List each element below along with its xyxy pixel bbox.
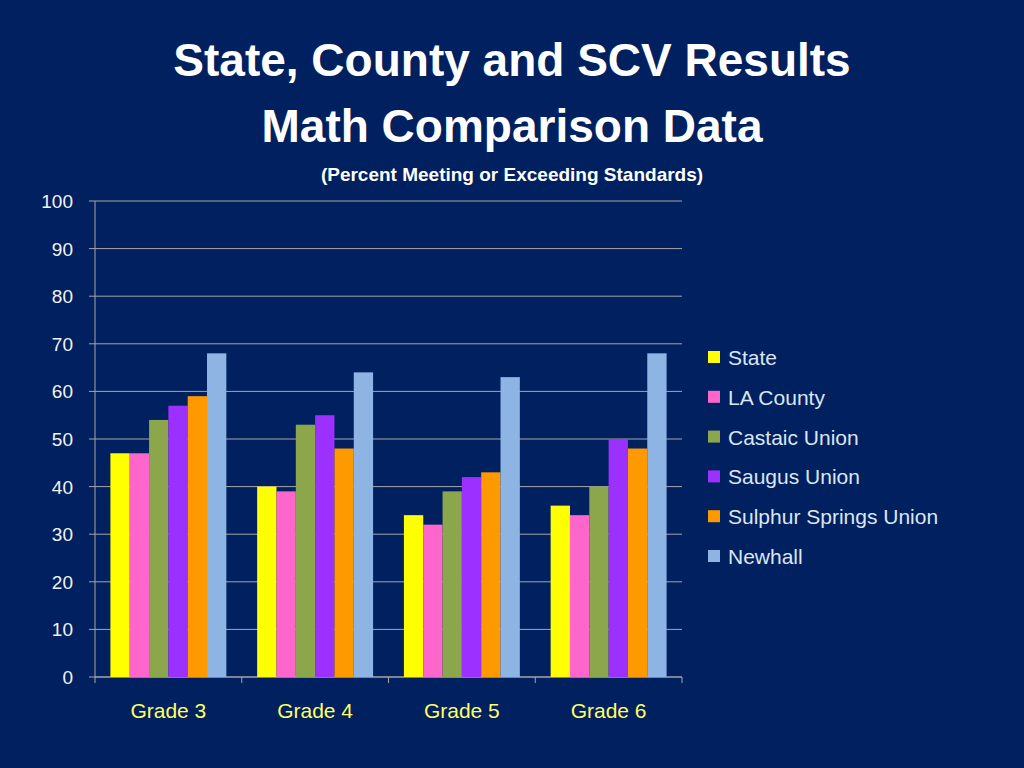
bar <box>647 353 666 677</box>
bar <box>276 491 295 677</box>
subtitle: Math Comparison Data <box>262 100 763 152</box>
bar <box>423 525 442 677</box>
chart-root: State, County and SCV Results Math Compar… <box>0 0 1024 768</box>
y-tick-label: 100 <box>41 191 73 212</box>
y-tick-label: 40 <box>52 477 73 498</box>
y-tick <box>89 248 95 249</box>
x-tick-label: Grade 5 <box>424 699 500 722</box>
bar <box>110 453 129 677</box>
y-tick-label: 80 <box>52 286 73 307</box>
bar <box>257 487 276 677</box>
y-tick-label: 30 <box>52 524 73 545</box>
bar <box>551 506 570 677</box>
y-tick-label: 60 <box>52 381 73 402</box>
bar <box>168 406 187 677</box>
legend-label: Newhall <box>728 545 803 568</box>
legend-label: State <box>728 346 777 369</box>
bar <box>462 477 481 677</box>
x-tick <box>241 677 242 683</box>
y-label: (Percent Meeting or Exceeding Standards) <box>321 164 703 185</box>
y-tick <box>89 391 95 392</box>
chart: State, County and SCV Results Math Compar… <box>0 0 1024 768</box>
bar <box>501 377 520 677</box>
grid-line <box>95 248 682 249</box>
legend-swatch <box>708 470 720 482</box>
bar <box>315 415 334 677</box>
legend-swatch <box>708 550 720 562</box>
y-tick <box>89 439 95 440</box>
y-tick-label: 90 <box>52 239 73 260</box>
legend-label: Castaic Union <box>728 426 859 449</box>
bar <box>404 515 423 677</box>
x-tick <box>535 677 536 683</box>
y-tick <box>89 296 95 297</box>
bars <box>110 353 666 677</box>
x-tick <box>95 677 96 683</box>
x-tick <box>388 677 389 683</box>
grid <box>95 201 682 677</box>
bar <box>130 453 149 677</box>
y-tick <box>89 629 95 630</box>
x-tick-label: Grade 6 <box>571 699 647 722</box>
bar <box>188 396 207 677</box>
grid-line <box>95 296 682 297</box>
grid-line <box>95 343 682 344</box>
bar <box>628 449 647 677</box>
y-tick <box>89 581 95 582</box>
bar <box>570 515 589 677</box>
y-axis <box>95 201 96 677</box>
y-tick <box>89 534 95 535</box>
bar <box>609 439 628 677</box>
title: State, County and SCV Results <box>173 34 850 86</box>
x-tick <box>682 677 683 683</box>
x-tick-label: Grade 3 <box>130 699 206 722</box>
legend-label: Sulphur Springs Union <box>728 505 938 528</box>
y-tick <box>89 677 95 678</box>
legend-label: LA County <box>728 386 825 409</box>
y-tick-label: 0 <box>62 667 73 688</box>
y-tick-label: 20 <box>52 572 73 593</box>
y-tick <box>89 486 95 487</box>
y-tick-label: 10 <box>52 619 73 640</box>
legend-swatch <box>708 431 720 443</box>
bar <box>149 420 168 677</box>
x-tick-label: Grade 4 <box>277 699 353 722</box>
bar <box>354 372 373 677</box>
bar <box>589 487 608 677</box>
grid-line <box>95 201 682 202</box>
bar <box>443 491 462 677</box>
y-tick-label: 50 <box>52 429 73 450</box>
y-tick-label: 70 <box>52 334 73 355</box>
y-tick <box>89 343 95 344</box>
grid-line <box>95 391 682 392</box>
bar <box>481 472 500 677</box>
y-tick <box>89 201 95 202</box>
legend-label: Saugus Union <box>728 465 860 488</box>
legend-swatch <box>708 351 720 363</box>
bar <box>207 353 226 677</box>
bar <box>334 449 353 677</box>
legend-swatch <box>708 510 720 522</box>
bar <box>296 425 315 677</box>
legend-swatch <box>708 391 720 403</box>
